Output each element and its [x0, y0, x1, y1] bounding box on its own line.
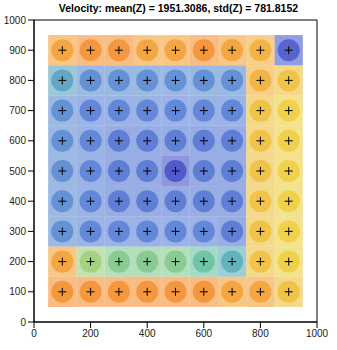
svg-text:300: 300 [9, 226, 26, 237]
svg-text:100: 100 [9, 286, 26, 297]
svg-text:200: 200 [9, 256, 26, 267]
svg-text:800: 800 [252, 328, 269, 339]
svg-text:0: 0 [31, 328, 37, 339]
svg-text:600: 600 [9, 135, 26, 146]
svg-text:800: 800 [9, 75, 26, 86]
svg-text:0: 0 [20, 317, 26, 328]
svg-text:1000: 1000 [4, 16, 27, 26]
svg-text:900: 900 [9, 45, 26, 56]
svg-text:500: 500 [9, 166, 26, 177]
html-text:Velocity: mean(Z) = 1951.3086,: Velocity: mean(Z) = 1951.3086, std(Z) = … [58, 2, 299, 14]
svg-text:1000: 1000 [306, 328, 329, 339]
svg-text:400: 400 [9, 196, 26, 207]
svg-text:400: 400 [139, 328, 156, 339]
svg-text:700: 700 [9, 105, 26, 116]
svg-text:200: 200 [82, 328, 99, 339]
svg-text:600: 600 [195, 328, 212, 339]
